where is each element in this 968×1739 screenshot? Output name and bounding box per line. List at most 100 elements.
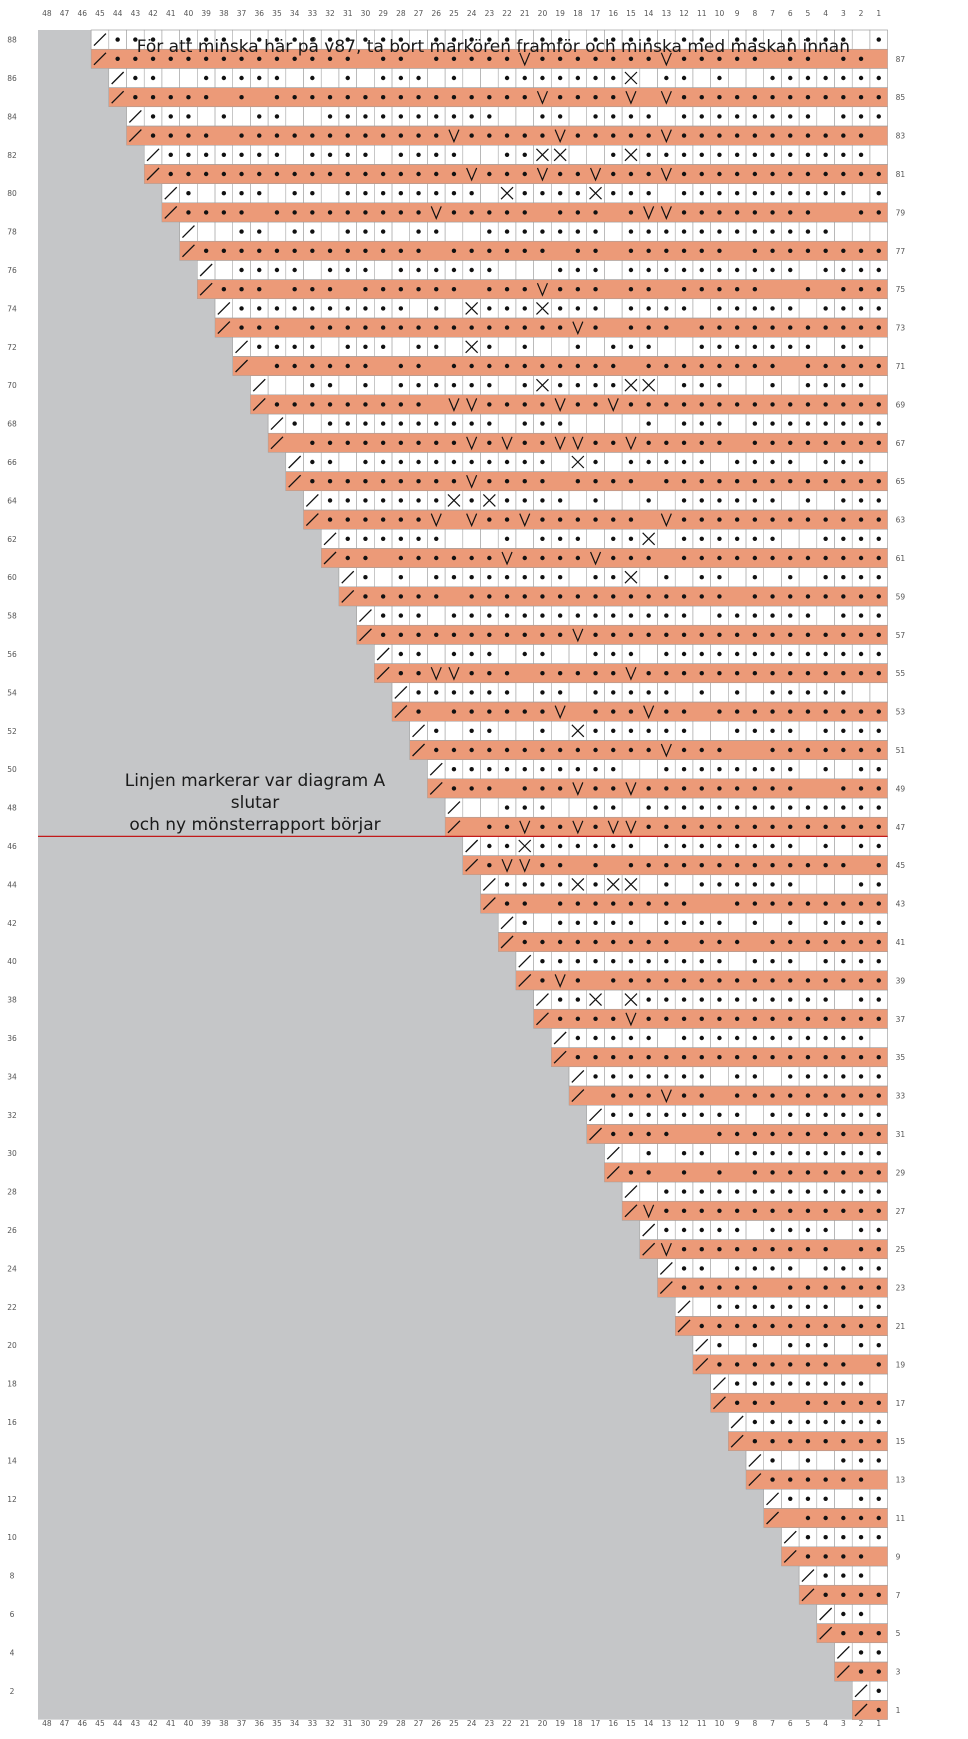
purl-dot	[788, 978, 793, 983]
purl-dot	[681, 383, 687, 388]
purl-dot	[734, 95, 740, 100]
purl-dot	[770, 997, 775, 1002]
purl-dot	[292, 248, 297, 253]
purl-dot	[681, 805, 687, 810]
column-number-top: 21	[520, 9, 530, 18]
row-number-left: 46	[7, 842, 17, 851]
increase-symbol	[554, 705, 566, 720]
purl-dot	[434, 383, 439, 388]
purl-dot	[788, 1381, 793, 1386]
purl-dot	[487, 632, 492, 637]
purl-dot	[752, 1362, 758, 1367]
purl-dot	[504, 325, 510, 330]
purl-dot	[451, 152, 457, 157]
purl-dot	[380, 306, 386, 311]
purl-dot	[451, 786, 457, 791]
purl-dot	[681, 1093, 687, 1098]
purl-dot	[557, 363, 563, 369]
purl-dot	[380, 37, 386, 42]
column-number-top: 48	[42, 9, 52, 18]
purl-dot	[646, 1131, 651, 1137]
purl-dot	[186, 56, 191, 61]
purl-dot	[805, 1189, 811, 1194]
purl-dot	[858, 613, 864, 618]
purl-dot	[788, 863, 793, 868]
purl-dot	[858, 1343, 864, 1348]
row-number-right: 53	[896, 708, 906, 717]
purl-dot	[575, 306, 581, 311]
purl-dot	[593, 882, 598, 887]
purl-dot	[345, 171, 350, 177]
purl-dot	[699, 843, 704, 849]
purl-dot	[274, 344, 280, 349]
column-number-top: 29	[378, 9, 388, 18]
purl-dot	[239, 75, 244, 81]
purl-dot	[628, 479, 634, 484]
purl-dot	[451, 747, 457, 753]
purl-dot	[858, 402, 864, 407]
purl-dot	[540, 805, 545, 810]
purl-dot	[717, 555, 722, 561]
purl-dot	[805, 440, 811, 445]
column-number-top: 24	[467, 9, 477, 18]
purl-dot	[858, 920, 864, 925]
row-number-right: 3	[896, 1668, 901, 1677]
purl-dot	[876, 920, 881, 925]
purl-dot	[345, 75, 350, 81]
purl-dot	[292, 267, 297, 273]
decrease-symbol	[164, 205, 178, 219]
purl-dot	[363, 575, 368, 580]
decrease-symbol	[748, 1453, 762, 1467]
decrease-symbol	[394, 705, 408, 719]
row-number-left: 26	[7, 1226, 17, 1235]
purl-dot	[557, 555, 563, 561]
purl-dot	[717, 536, 722, 541]
chart-row-1	[852, 1700, 888, 1720]
purl-dot	[257, 287, 262, 292]
purl-dot	[557, 767, 563, 772]
purl-dot	[557, 690, 563, 695]
purl-dot	[664, 613, 669, 618]
purl-dot	[788, 997, 793, 1002]
purl-dot	[876, 363, 881, 369]
row-number-left: 34	[7, 1072, 17, 1081]
purl-dot	[752, 229, 758, 234]
purl-dot	[557, 114, 563, 119]
purl-dot	[788, 171, 793, 177]
purl-dot	[770, 671, 775, 676]
row-number-left: 52	[7, 727, 17, 736]
purl-dot	[770, 248, 775, 253]
purl-dot	[858, 363, 864, 369]
purl-dot	[876, 267, 881, 273]
column-number-bottom: 42	[148, 1719, 158, 1728]
purl-dot	[752, 1419, 758, 1425]
purl-dot	[841, 56, 846, 61]
purl-dot	[823, 248, 828, 253]
row-number-right: 11	[896, 1514, 906, 1523]
purl-dot	[717, 997, 722, 1002]
purl-dot	[593, 901, 598, 906]
purl-dot	[876, 536, 881, 541]
decrease-symbol	[500, 916, 514, 930]
purl-dot	[522, 901, 527, 906]
purl-dot	[858, 114, 864, 119]
purl-dot	[363, 325, 368, 330]
purl-dot	[380, 287, 386, 292]
purl-dot	[717, 1016, 722, 1021]
purl-dot	[292, 210, 297, 215]
purl-dot	[504, 95, 510, 100]
chart-row-21	[675, 1316, 888, 1336]
purl-dot	[734, 133, 740, 138]
purl-dot	[841, 613, 846, 618]
decrease-symbol	[288, 455, 302, 469]
purl-dot	[858, 133, 864, 138]
purl-dot	[770, 421, 775, 426]
purl-dot	[327, 459, 333, 465]
row-number-left: 68	[7, 420, 17, 429]
purl-dot	[646, 267, 651, 273]
column-number-bottom: 40	[184, 1719, 194, 1728]
purl-dot	[611, 517, 616, 522]
purl-dot	[150, 37, 156, 42]
purl-dot	[858, 536, 864, 541]
